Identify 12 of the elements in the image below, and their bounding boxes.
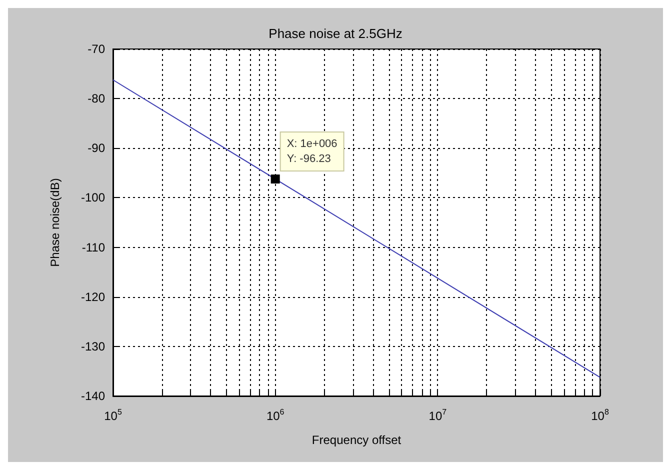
y-tick-label: -90 xyxy=(88,141,106,156)
y-tick-label: -100 xyxy=(80,190,106,205)
y-tick-label: -110 xyxy=(82,240,106,254)
y-tick-label: -80 xyxy=(88,92,106,106)
y-tick-label: -130 xyxy=(80,339,106,354)
chart-title: Phase noise at 2.5GHz xyxy=(268,26,402,41)
annotation: X: 1e+006 Y: -96.23 xyxy=(286,138,338,166)
y-tick-label: -120 xyxy=(80,290,106,304)
y-tick-label: -70 xyxy=(88,42,106,56)
y-axis-title: Phase noise(dB) xyxy=(48,178,62,267)
x-axis-title: Frequency offset xyxy=(312,433,402,447)
y-tick-label: -140 xyxy=(80,389,106,403)
